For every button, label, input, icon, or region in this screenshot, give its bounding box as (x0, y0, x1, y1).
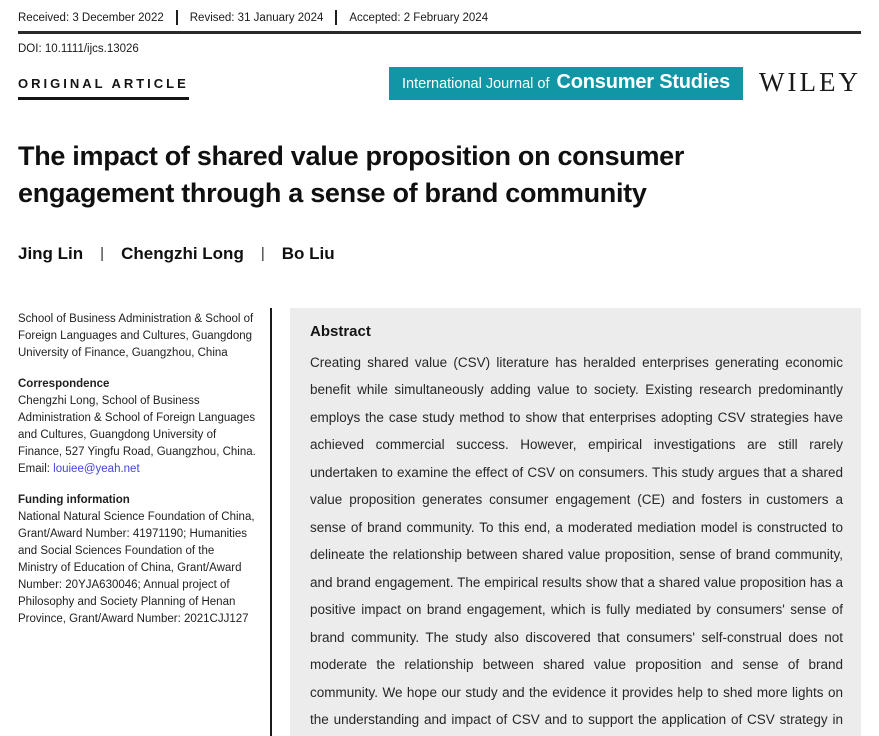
abstract-heading: Abstract (310, 322, 371, 340)
email-label: Email: (18, 462, 54, 475)
email-link[interactable]: louiee@yeah.net (53, 462, 140, 475)
correspondence-body: Chengzhi Long, School of Business Admini… (18, 394, 256, 458)
column-divider (270, 307, 272, 736)
funding-body: National Natural Science Foundation of C… (18, 510, 255, 625)
abstract-text: Creating shared value (CSV) literature h… (310, 354, 843, 728)
first-page-body: School of Business Administration & Scho… (18, 307, 861, 736)
doi: DOI: 10.1111/ijcs.13026 (18, 42, 139, 55)
journal-name: Consumer Studies (556, 70, 731, 93)
author-separator: | (100, 245, 105, 262)
vertical-divider (175, 10, 178, 25)
article-title: The impact of shared value proposition o… (18, 140, 685, 208)
abstract-box: Abstract Creating shared value (CSV) lit… (290, 307, 861, 736)
revised-date: Revised: 31 January 2024 (189, 11, 324, 24)
journal-brand: International Journal of Consumer Studie… (389, 66, 861, 100)
vertical-divider (335, 10, 338, 25)
accepted-date: Accepted: 2 February 2024 (349, 11, 489, 24)
article-info-sidebar: School of Business Administration & Scho… (18, 308, 256, 736)
funding-heading: Funding information (18, 493, 130, 506)
journal-header: ORIGINAL ARTICLE International Journal o… (18, 66, 861, 100)
received-date: Received: 3 December 2022 (18, 11, 164, 24)
article-type-label: ORIGINAL ARTICLE (18, 76, 189, 100)
author-name: Chengzhi Long (121, 243, 244, 263)
affiliation: School of Business Administration & Scho… (18, 312, 254, 359)
wiley-logo: WILEY (759, 66, 861, 97)
journal-name-prefix: International Journal of (402, 75, 550, 92)
author-name: Bo Liu (281, 243, 335, 263)
author-separator: | (260, 245, 265, 262)
correspondence-section: Correspondence Chengzhi Long, School of … (18, 376, 256, 478)
journal-banner: International Journal of Consumer Studie… (389, 66, 744, 100)
submission-dates-bar: Received: 3 December 2022 Revised: 31 Ja… (18, 8, 861, 25)
author-name: Jing Lin (18, 243, 84, 263)
funding-section: Funding information National Natural Sci… (18, 492, 256, 628)
horizontal-rule (18, 31, 861, 34)
correspondence-heading: Correspondence (18, 377, 110, 390)
author-list: Jing Lin | Chengzhi Long | Bo Liu (18, 244, 861, 264)
